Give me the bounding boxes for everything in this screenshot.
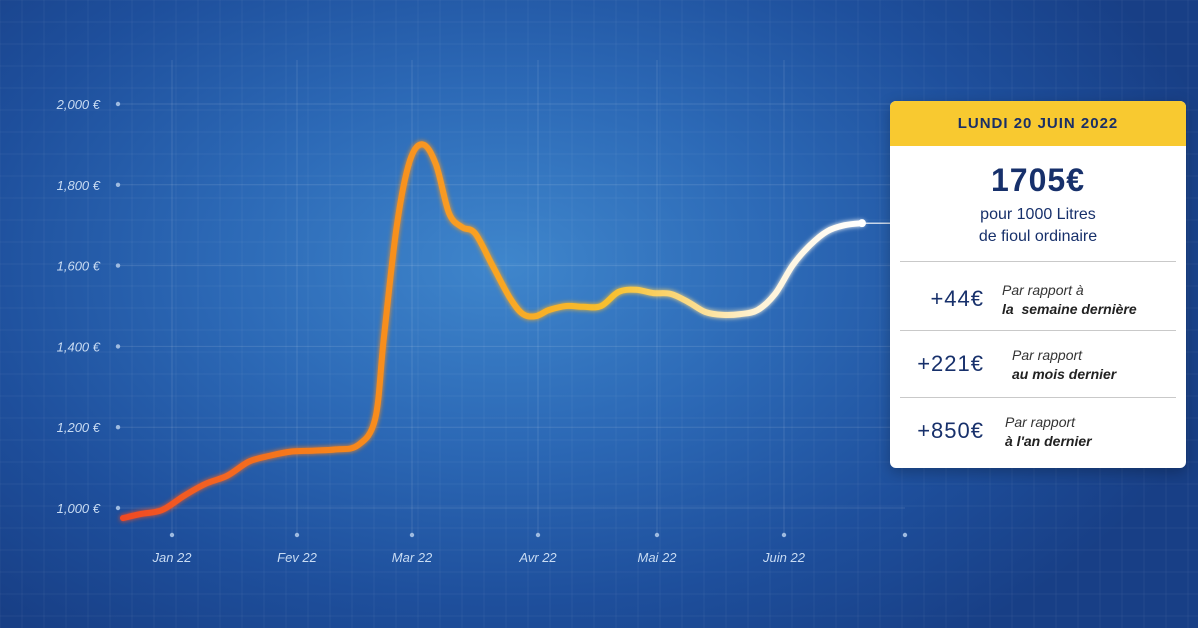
price-series-line xyxy=(120,141,865,522)
caption-line2: la semaine dernière xyxy=(1002,301,1137,317)
y-tick-dot xyxy=(115,505,121,511)
change-row-year: +850€ Par rapport à l'an dernier xyxy=(890,398,1186,464)
x-tick-label: Juin 22 xyxy=(762,550,806,565)
y-tick-label: 1,800 € xyxy=(57,178,101,193)
card-date-header: LUNDI 20 JUIN 2022 xyxy=(890,101,1186,146)
y-axis: 1,000 € 1,200 € 1,400 € 1,600 € 1,800 € 2,000… xyxy=(56,97,121,516)
x-tick-label: Mai 22 xyxy=(637,550,677,565)
change-row-month: +221€ Par rapport au mois dernier xyxy=(890,331,1186,397)
x-tick-dot xyxy=(294,532,300,538)
y-tick-dot xyxy=(115,344,121,349)
change-value: +850€ xyxy=(917,418,984,443)
x-tick-dot xyxy=(781,532,787,538)
caption-line1: Par rapport xyxy=(1005,414,1076,430)
x-tick-label: Jan 22 xyxy=(151,550,192,565)
x-tick-dot xyxy=(902,532,908,538)
x-tick-dot xyxy=(535,532,541,538)
x-tick-label: Mar 22 xyxy=(392,550,433,565)
price-description-line1: pour 1000 Litres xyxy=(980,206,1096,223)
y-tick-dot xyxy=(115,425,121,430)
caption-line1: Par rapport xyxy=(1012,347,1083,363)
y-tick-label: 1,400 € xyxy=(57,339,101,354)
divider xyxy=(900,261,1176,262)
change-value: +44€ xyxy=(930,286,984,311)
caption-line2: au mois dernier xyxy=(1012,366,1117,382)
x-tick-label: Avr 22 xyxy=(518,550,557,565)
x-tick-label: Fev 22 xyxy=(277,550,318,565)
divider xyxy=(900,330,1176,331)
x-tick-dot xyxy=(409,532,415,538)
y-tick-label: 1,200 € xyxy=(57,420,101,435)
change-caption: Par rapport à l'an dernier xyxy=(1005,413,1092,451)
price-card: LUNDI 20 JUIN 2022 1705€ pour 1000 Litre… xyxy=(890,101,1186,468)
change-caption: Par rapport à la semaine dernière xyxy=(1002,281,1137,319)
x-axis: Jan 22 Fev 22 Mar 22 Avr 22 Mai 22 Juin 22 xyxy=(151,532,908,565)
current-price: 1705€ xyxy=(991,162,1085,198)
chart-grid xyxy=(118,60,905,535)
y-tick-label: 1,600 € xyxy=(57,259,101,274)
caption-line1: Par rapport à xyxy=(1002,282,1084,298)
y-tick-label: 2,000 € xyxy=(56,97,101,112)
latest-price-point xyxy=(858,219,866,228)
x-tick-dot xyxy=(169,532,175,538)
y-tick-dot xyxy=(115,263,121,268)
y-tick-label: 1,000 € xyxy=(57,501,101,516)
price-description: pour 1000 Litres de fioul ordinaire xyxy=(890,204,1186,248)
caption-line2: à l'an dernier xyxy=(1005,433,1092,449)
price-description-line2: de fioul ordinaire xyxy=(978,228,1098,245)
change-value: +221€ xyxy=(917,351,984,376)
divider xyxy=(900,397,1176,398)
y-tick-dot xyxy=(115,182,121,187)
y-tick-dot xyxy=(115,101,121,107)
change-row-week: +44€ Par rapport à la semaine dernière xyxy=(890,266,1186,332)
x-tick-dot xyxy=(654,532,660,538)
change-caption: Par rapport au mois dernier xyxy=(1012,346,1116,384)
